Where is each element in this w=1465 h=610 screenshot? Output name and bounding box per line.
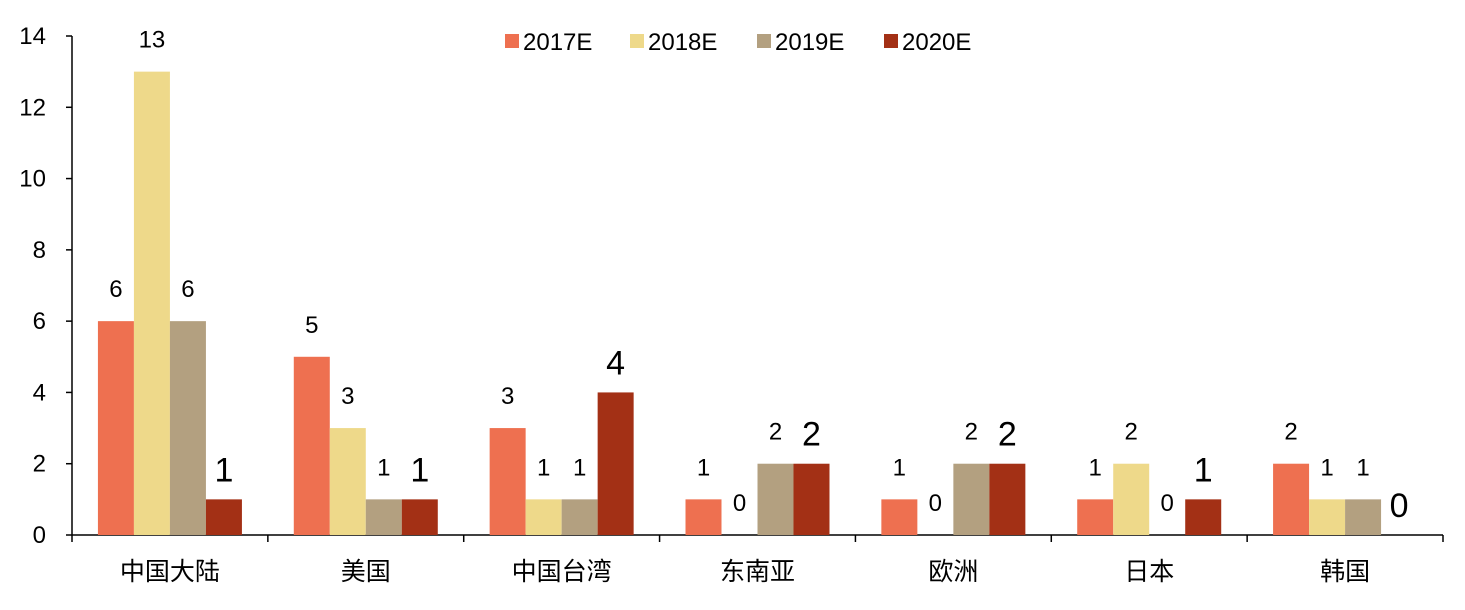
bar-2018e [525, 499, 562, 535]
legend-label: 2020E [902, 29, 971, 56]
bar-2020e [205, 499, 242, 535]
bar-2017e [489, 428, 526, 535]
legend-label: 2019E [775, 29, 844, 56]
data-label: 1 [537, 454, 550, 481]
data-label: 0 [1390, 487, 1409, 525]
bar-2019e [757, 463, 794, 535]
y-tick-label: 14 [19, 23, 46, 50]
data-label: 6 [181, 276, 194, 303]
data-label: 5 [305, 312, 318, 339]
data-label: 13 [139, 27, 166, 54]
data-label: 2 [1284, 419, 1297, 446]
y-tick-label: 4 [33, 379, 46, 406]
bar-2017e [881, 499, 918, 535]
bar-2020e [989, 463, 1026, 535]
bar-2018e [1309, 499, 1346, 535]
bar-2019e [561, 499, 598, 535]
bars [97, 71, 1382, 536]
data-label: 1 [697, 454, 710, 481]
bar-2020e [597, 392, 634, 535]
data-label: 1 [1089, 454, 1102, 481]
legend-swatch-2020e [884, 34, 898, 48]
y-tick-label: 12 [19, 94, 46, 121]
data-label: 1 [1320, 454, 1333, 481]
data-label: 1 [1194, 451, 1213, 489]
bar-2019e [953, 463, 990, 535]
legend-swatch-2018e [630, 34, 644, 48]
x-category-label: 东南亚 [720, 557, 795, 586]
bar-2018e [329, 428, 366, 535]
data-label: 2 [802, 416, 821, 454]
bar-2017e [293, 356, 330, 535]
bar-2020e [1185, 499, 1222, 535]
y-tick-label: 10 [19, 166, 46, 193]
bar-2020e [793, 463, 830, 535]
data-label: 1 [214, 451, 233, 489]
data-label: 2 [769, 419, 782, 446]
bar-2018e [133, 71, 170, 536]
y-tick-label: 0 [33, 522, 46, 549]
legend-swatch-2019e [757, 34, 771, 48]
data-label: 1 [377, 454, 390, 481]
data-label: 4 [606, 344, 625, 382]
data-label: 1 [573, 454, 586, 481]
data-label: 2 [965, 419, 978, 446]
y-tick-label: 2 [33, 451, 46, 478]
legend-label: 2017E [523, 29, 592, 56]
x-category-label: 中国台湾 [512, 557, 612, 586]
bar-2019e [1345, 499, 1382, 535]
bar-2019e [169, 321, 206, 535]
data-label: 6 [109, 276, 122, 303]
x-category-label: 韩国 [1320, 557, 1370, 586]
x-category-label: 美国 [341, 557, 391, 586]
data-label: 3 [501, 383, 514, 410]
data-label: 3 [341, 383, 354, 410]
bar-2019e [365, 499, 402, 535]
data-label: 0 [733, 490, 746, 517]
x-category-label: 日本 [1124, 557, 1174, 586]
data-label: 0 [929, 490, 942, 517]
data-label: 2 [1125, 419, 1138, 446]
bar-2017e [685, 499, 722, 535]
bar-2017e [97, 321, 134, 535]
legend-swatch-2017e [505, 34, 519, 48]
x-category-label: 欧洲 [928, 557, 978, 586]
bar-2018e [1113, 463, 1150, 535]
y-tick-label: 8 [33, 237, 46, 264]
bar-2017e [1273, 463, 1310, 535]
data-label: 2 [998, 416, 1017, 454]
bar-2020e [401, 499, 438, 535]
data-label: 1 [893, 454, 906, 481]
x-category-label: 中国大陆 [120, 557, 220, 586]
data-label: 1 [410, 451, 429, 489]
y-tick-label: 6 [33, 308, 46, 335]
bar-2017e [1077, 499, 1114, 535]
data-label: 0 [1161, 490, 1174, 517]
legend: 2017E 2018E 2019E 2020E [505, 29, 971, 56]
legend-label: 2018E [648, 29, 717, 56]
data-label: 1 [1356, 454, 1369, 481]
